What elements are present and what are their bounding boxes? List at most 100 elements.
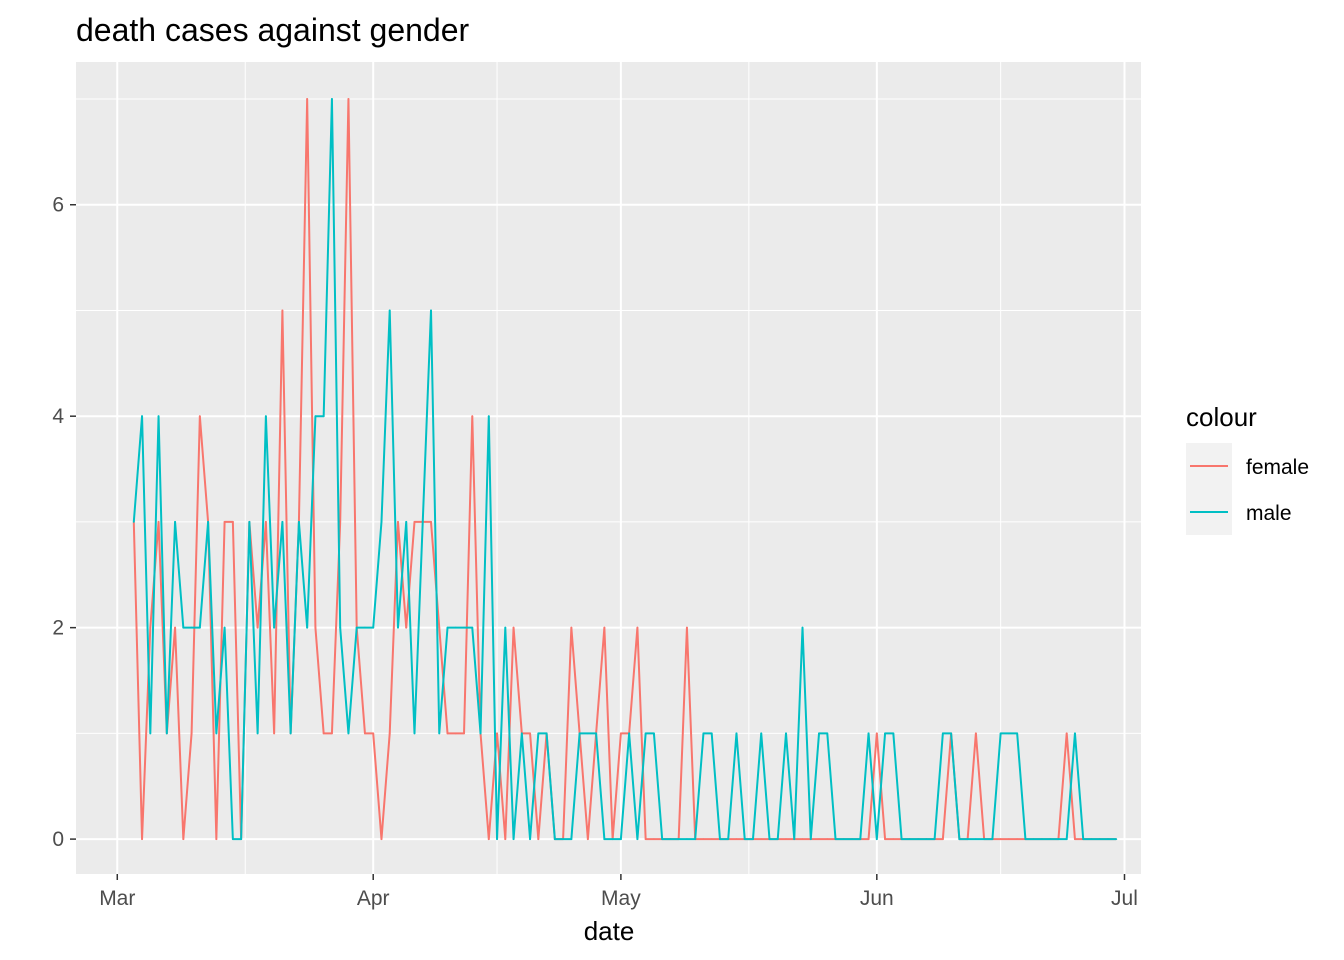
data-point-male xyxy=(908,838,911,841)
data-point-male xyxy=(1098,838,1101,841)
data-point-female xyxy=(264,521,267,523)
data-point-male xyxy=(818,732,820,735)
data-point-female xyxy=(454,732,457,735)
data-point-female xyxy=(529,732,531,735)
data-point-female xyxy=(397,521,399,523)
data-point-female xyxy=(1074,838,1076,841)
data-point-male xyxy=(958,838,961,841)
major-gridlines xyxy=(76,62,1141,874)
data-point-male xyxy=(768,838,771,841)
data-point-male xyxy=(859,838,862,841)
data-point-female xyxy=(653,838,655,841)
data-point-female xyxy=(702,838,705,841)
data-point-male xyxy=(190,626,193,629)
data-point-male xyxy=(867,732,870,735)
data-point-female xyxy=(496,732,498,735)
data-point-male xyxy=(900,838,903,841)
data-point-female xyxy=(141,838,143,841)
data-point-female xyxy=(430,521,432,523)
data-point-female xyxy=(273,732,276,735)
data-point-male xyxy=(355,626,358,629)
data-point-female xyxy=(1065,732,1068,735)
data-point-male xyxy=(694,838,697,841)
data-point-male xyxy=(537,732,540,735)
data-point-male xyxy=(1041,838,1043,841)
data-point-male xyxy=(380,521,383,523)
data-point-male xyxy=(966,838,969,841)
legend-label-male: male xyxy=(1246,502,1292,525)
data-point-female xyxy=(974,732,977,735)
data-point-male xyxy=(198,626,201,629)
data-point-female xyxy=(735,838,738,841)
data-point-female xyxy=(801,838,804,841)
data-point-male xyxy=(545,732,548,735)
data-point-male xyxy=(875,838,878,841)
data-point-female xyxy=(504,838,507,841)
data-point-female xyxy=(884,838,886,841)
data-point-female xyxy=(818,838,820,841)
data-point-male xyxy=(471,626,474,629)
data-point-female xyxy=(331,732,333,735)
data-point-male xyxy=(1016,732,1019,735)
data-point-male xyxy=(446,626,449,629)
data-point-female xyxy=(149,626,152,629)
data-point-female xyxy=(446,732,449,735)
data-point-female xyxy=(892,838,895,841)
data-point-female xyxy=(314,626,317,629)
data-point-female xyxy=(174,626,176,629)
data-point-male xyxy=(661,838,664,841)
data-point-female xyxy=(182,838,185,841)
data-point-female xyxy=(867,838,870,841)
data-point-female xyxy=(875,732,878,735)
data-point-female xyxy=(339,521,342,523)
data-point-female xyxy=(537,838,540,841)
data-point-male xyxy=(331,98,333,100)
data-point-male xyxy=(240,838,243,841)
data-point-male xyxy=(281,521,284,523)
data-point-female xyxy=(215,838,218,841)
data-point-male xyxy=(611,838,614,841)
data-point-male xyxy=(405,521,408,523)
data-point-male xyxy=(809,838,812,841)
data-point-male xyxy=(273,626,276,629)
data-point-male xyxy=(1057,838,1060,841)
data-point-female xyxy=(322,732,325,735)
data-point-male xyxy=(298,521,300,523)
data-point-male xyxy=(669,838,672,841)
data-point-female xyxy=(619,732,622,735)
legend-label-female: female xyxy=(1246,456,1309,479)
data-point-male xyxy=(628,732,631,735)
data-point-male xyxy=(1090,838,1093,841)
data-point-female xyxy=(438,626,441,629)
data-point-male xyxy=(463,626,465,629)
data-point-male xyxy=(562,838,564,841)
data-point-male xyxy=(636,838,639,841)
data-point-male xyxy=(974,838,977,841)
data-point-female xyxy=(941,838,944,841)
data-point-male xyxy=(372,626,375,629)
data-point-male xyxy=(264,415,267,418)
data-point-female xyxy=(306,98,309,100)
x-tick-label: Jul xyxy=(1111,887,1138,910)
data-point-male xyxy=(719,838,721,841)
data-point-male xyxy=(785,732,787,735)
series-points-male xyxy=(132,98,1118,841)
data-point-male xyxy=(1074,732,1076,735)
data-point-male xyxy=(851,838,853,841)
data-point-male xyxy=(603,838,606,841)
data-point-male xyxy=(132,521,135,523)
data-point-female xyxy=(463,732,465,735)
x-tick-label: May xyxy=(601,887,641,910)
data-point-male xyxy=(1082,838,1085,841)
data-point-female xyxy=(710,838,713,841)
data-point-male xyxy=(1049,838,1052,841)
y-tick-label: 4 xyxy=(52,405,64,428)
y-tick-label: 6 xyxy=(52,194,64,217)
data-point-male xyxy=(339,626,342,629)
data-point-male xyxy=(388,309,391,312)
data-point-female xyxy=(826,838,829,841)
data-point-male xyxy=(842,838,845,841)
data-point-male xyxy=(314,415,317,418)
data-point-female xyxy=(586,838,589,841)
